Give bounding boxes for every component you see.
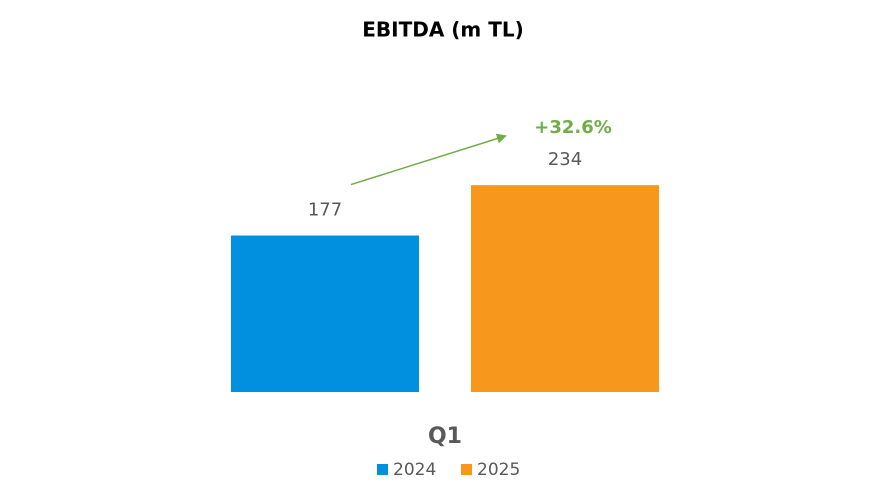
annotation: +32.6% [534, 117, 612, 138]
data-label: 234 [548, 149, 582, 170]
annotation-arrow [350, 133, 507, 186]
data-label: 177 [308, 200, 342, 221]
bar [231, 235, 419, 392]
legend-swatch [377, 464, 388, 475]
chart-title: EBITDA (m TL) [362, 18, 524, 42]
legend-label: 2025 [477, 460, 520, 480]
x-tick-label: Q1 [428, 424, 462, 449]
legend-label: 2024 [393, 460, 436, 480]
bar [471, 185, 659, 392]
legend-swatch [461, 464, 472, 475]
